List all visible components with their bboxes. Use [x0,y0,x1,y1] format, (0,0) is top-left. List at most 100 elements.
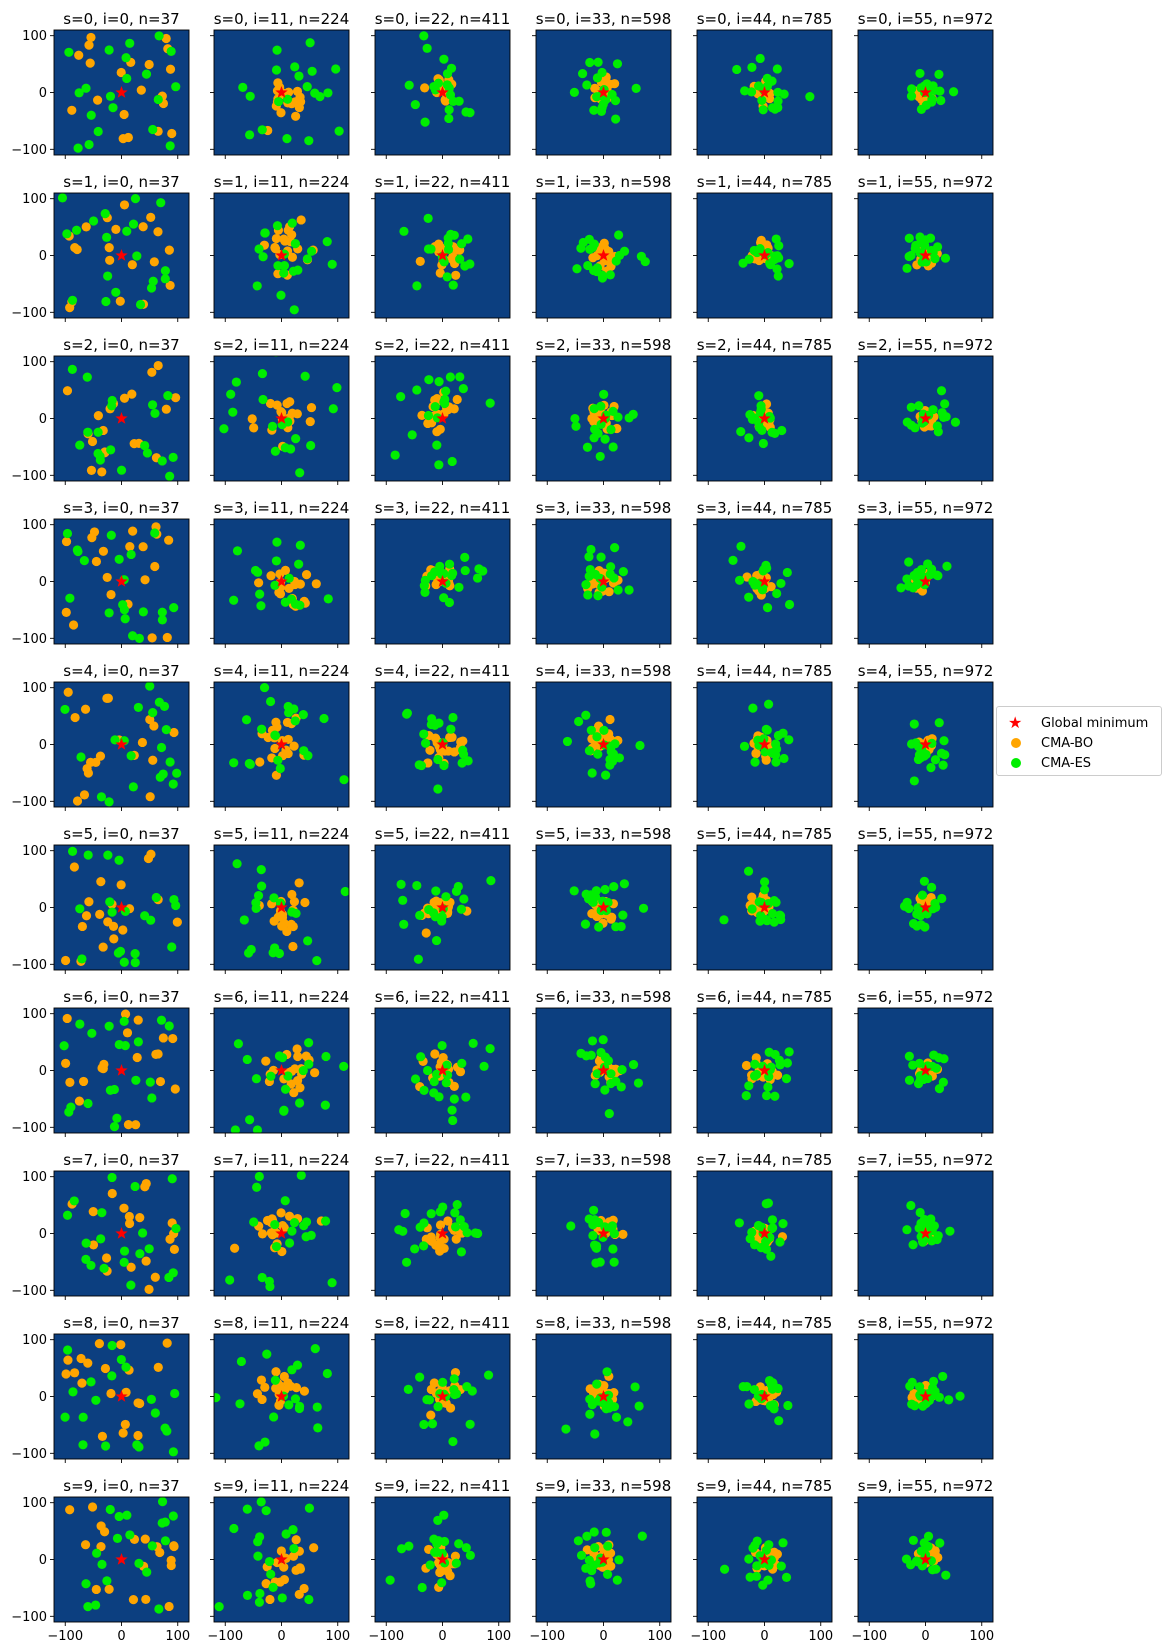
cma-bo-point [153,227,163,237]
global-minimum-star [436,738,449,750]
cma-es-point [939,736,949,746]
cma-es-point [412,880,422,891]
cma-es-point [460,565,470,576]
y-tick-label: −100 [11,306,47,321]
cma-es-point [773,730,784,741]
cma-es-point [612,59,623,69]
cma-es-point [923,559,933,569]
cma-es-point [307,66,317,76]
global-minimum-star [436,1064,449,1076]
cma-es-point [932,570,942,580]
cma-es-point [592,1379,602,1389]
subplot-s7-i33: s=7, i=33, n=598 [532,1151,672,1300]
cma-es-point [262,1349,272,1359]
cma-es-point [118,600,128,610]
cma-es-point [623,1417,633,1427]
cma-es-point [253,890,264,901]
cma-bo-point [88,1206,98,1217]
cma-es-point [119,1246,130,1256]
cma-es-point [265,1281,275,1292]
cma-es-point [321,1051,331,1062]
subplot-title: s=0, i=33, n=598 [536,10,672,28]
subplot-title: s=7, i=33, n=598 [536,1151,672,1169]
cma-es-point [445,372,455,382]
cma-es-point [619,879,629,889]
subplot-title: s=5, i=55, n=972 [858,825,994,843]
cma-es-point [782,567,792,578]
cma-es-point [288,1525,298,1535]
cma-es-point [456,904,467,914]
global-minimum-star [115,1227,128,1239]
cma-es-point [156,742,167,753]
global-minimum-star [115,901,128,913]
cma-es-point [245,130,255,140]
cma-es-point [113,948,123,958]
cma-es-point [439,257,449,267]
cma-es-point [283,701,293,712]
cma-bo-point [161,404,171,414]
cma-es-point [439,568,449,579]
cma-es-point [762,725,772,735]
cma-es-point [907,84,917,94]
cma-es-point [458,749,469,759]
global-minimum-star [275,901,288,913]
cma-es-point [607,756,618,766]
cma-bo-point [106,1388,116,1399]
cma-es-point [165,471,175,481]
cma-es-point [618,910,628,920]
y-tick-label: 100 [22,1007,47,1022]
cma-es-point [154,1604,164,1614]
cma-es-point [931,1564,941,1574]
cma-es-point [108,103,118,113]
cma-bo-point [254,578,264,588]
cma-es-point [758,438,768,449]
cma-es-point [282,133,292,144]
cma-es-point [601,95,611,105]
cma-bo-point [69,862,79,872]
cma-es-point [256,865,266,875]
cma-bo-point [124,1218,135,1229]
subplot-title: s=7, i=11, n=224 [214,1151,350,1169]
cma-es-point [62,229,72,239]
cma-bo-point [277,921,287,931]
cma-es-point [439,54,449,64]
subplot-title: s=9, i=0, n=37 [63,1477,179,1495]
x-tick-label: 100 [165,1629,190,1644]
cma-es-point [157,456,167,466]
cma-es-point [915,1207,925,1218]
subplot-s6-i22: s=6, i=22, n=411 [371,988,511,1137]
cma-es-point [420,587,430,597]
cma-es-point [97,1559,107,1570]
global-minimum-star [436,1390,449,1402]
cma-es-point [933,1231,943,1241]
cma-es-point [740,86,750,96]
cma-bo-point [261,1056,271,1066]
cma-es-point [610,543,620,553]
cma-es-point [310,1344,320,1354]
cma-es-point [422,1065,433,1076]
cma-es-point [114,1511,124,1522]
global-minimum-star [919,249,932,261]
cma-es-point [753,1220,764,1231]
cma-es-point [69,1196,79,1206]
cma-bo-point [432,393,442,404]
y-tick-label: −100 [11,1610,47,1625]
cma-es-point [74,88,84,98]
cma-es-point [301,1232,311,1242]
cma-bo-point [164,1601,174,1612]
cma-es-point [271,65,282,75]
cma-es-point [413,954,423,964]
cma-es-point [930,1386,940,1397]
subplot-s0-i11: s=0, i=11, n=224 [210,10,350,159]
cma-bo-point [158,1033,168,1043]
cma-bo-point [118,1428,128,1438]
cma-es-point [758,1580,768,1590]
cma-es-point [775,910,785,920]
cma-es-point [442,1060,452,1070]
cma-es-point [150,408,160,419]
subplot-title: s=8, i=33, n=598 [536,1314,672,1332]
cma-es-point [742,1382,752,1392]
cma-bo-point [100,1363,111,1374]
cma-es-point [938,760,948,770]
subplot-s9-i11: s=9, i=11, n=224 −100 0 100 [207,1477,350,1644]
